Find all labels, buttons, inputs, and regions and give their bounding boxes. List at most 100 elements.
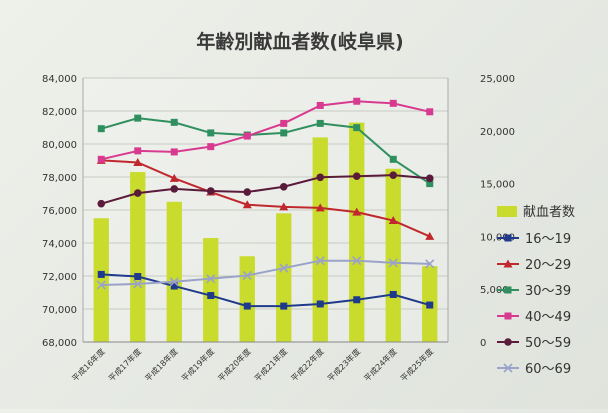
chart-title: 年齢別献血者数(岐阜県) xyxy=(196,30,403,53)
category-label: 平成17年度 xyxy=(106,346,143,383)
bar xyxy=(239,256,255,342)
right-tick-label: 25,000 xyxy=(480,74,515,85)
data-point xyxy=(353,97,361,105)
data-point xyxy=(425,259,435,269)
data-point xyxy=(207,143,215,151)
right-tick-label: 15,000 xyxy=(480,180,515,191)
legend-item: 50～59 xyxy=(497,336,571,351)
data-point xyxy=(352,207,362,216)
data-point xyxy=(503,363,513,373)
right-tick-label: 5,000 xyxy=(480,285,509,296)
data-point xyxy=(280,129,288,137)
data-point xyxy=(134,114,142,122)
data-point xyxy=(504,338,512,346)
data-point xyxy=(280,302,288,310)
series-path xyxy=(100,174,430,205)
category-label: 平成24年度 xyxy=(362,346,399,383)
data-point xyxy=(315,203,325,212)
left-tick-label: 78,000 xyxy=(42,173,77,184)
data-point xyxy=(389,99,397,107)
legend-label: 献血者数 xyxy=(523,205,575,220)
data-point xyxy=(388,216,398,225)
category-label: 平成16年度 xyxy=(70,346,107,383)
left-tick-label: 70,000 xyxy=(42,305,77,316)
data-point xyxy=(243,132,251,140)
left-tick-label: 80,000 xyxy=(42,140,77,151)
left-tick-label: 74,000 xyxy=(42,239,77,250)
data-point xyxy=(242,200,252,209)
data-point xyxy=(353,124,361,132)
data-point xyxy=(279,182,288,191)
bar xyxy=(166,201,182,342)
category-label: 平成21年度 xyxy=(252,346,289,383)
series-line xyxy=(97,270,434,310)
data-point xyxy=(170,282,178,290)
legend-label: 16～19 xyxy=(525,232,571,247)
category-label: 平成25年度 xyxy=(398,346,435,383)
data-point xyxy=(169,277,179,287)
data-point xyxy=(96,280,106,290)
data-point xyxy=(503,259,513,268)
data-point xyxy=(207,129,215,137)
data-point xyxy=(279,263,289,273)
data-point xyxy=(352,256,362,266)
data-point xyxy=(316,101,324,109)
series-path xyxy=(101,273,431,308)
data-point xyxy=(315,256,325,266)
category-label: 平成22年度 xyxy=(289,346,326,383)
series-line xyxy=(97,171,434,208)
left-tick-label: 76,000 xyxy=(42,206,77,217)
data-point xyxy=(316,119,324,127)
bar xyxy=(312,137,328,342)
data-point xyxy=(207,292,215,300)
data-point xyxy=(97,155,105,163)
legend-swatch xyxy=(497,206,517,217)
data-point xyxy=(97,270,105,278)
data-point xyxy=(426,301,434,309)
data-point xyxy=(133,189,142,197)
left-tick-label: 82,000 xyxy=(42,107,77,118)
data-point xyxy=(206,274,216,284)
data-point xyxy=(504,286,512,294)
series-path xyxy=(101,100,430,161)
data-point xyxy=(352,172,361,181)
data-point xyxy=(243,188,252,196)
series-path xyxy=(101,259,430,286)
data-point xyxy=(133,157,143,166)
legend-item: 献血者数 xyxy=(497,205,575,220)
data-point xyxy=(388,258,398,268)
left-tick-label: 68,000 xyxy=(42,338,77,349)
category-label: 平成23年度 xyxy=(325,346,362,383)
data-point xyxy=(97,199,106,208)
bar xyxy=(203,238,219,342)
legend-item: 20～29 xyxy=(497,258,571,273)
data-point xyxy=(280,119,288,127)
series-path xyxy=(100,117,431,185)
data-point xyxy=(389,171,398,179)
left-tick-label: 72,000 xyxy=(42,272,77,283)
data-point xyxy=(504,234,512,242)
legend-label: 30～39 xyxy=(525,284,571,299)
data-point xyxy=(389,155,397,163)
data-point xyxy=(134,147,142,155)
data-point xyxy=(316,173,325,182)
data-point xyxy=(206,187,215,195)
data-point xyxy=(389,290,397,298)
data-point xyxy=(170,148,178,156)
category-label: 平成18年度 xyxy=(143,346,180,383)
data-point xyxy=(243,302,251,310)
bar xyxy=(130,172,146,342)
data-point xyxy=(279,202,289,211)
data-point xyxy=(97,125,105,133)
data-point xyxy=(133,279,143,289)
data-point xyxy=(426,180,434,188)
data-point xyxy=(134,273,142,281)
series-path xyxy=(101,159,431,238)
category-label: 平成19年度 xyxy=(179,346,216,383)
data-point xyxy=(425,174,434,183)
data-point xyxy=(426,108,434,116)
bar xyxy=(93,218,109,342)
legend-item: 40～49 xyxy=(497,310,571,325)
